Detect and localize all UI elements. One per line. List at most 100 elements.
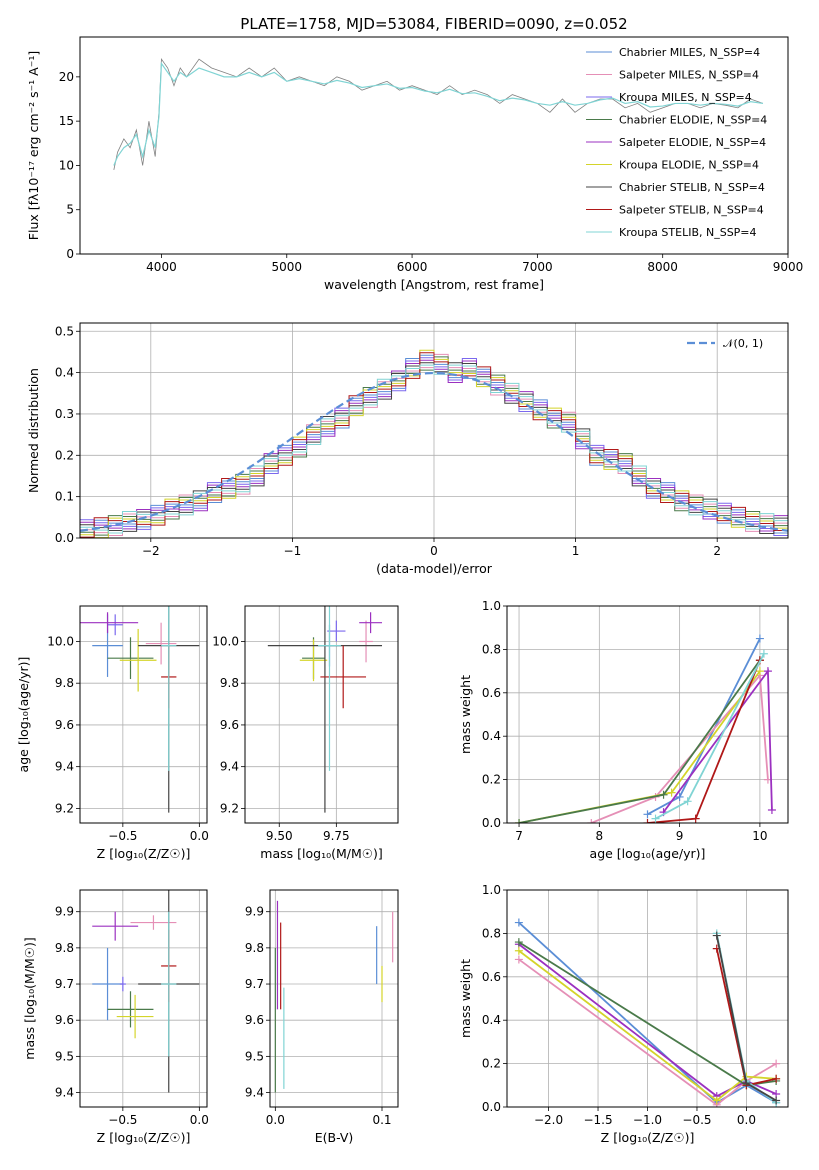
legend-entry: Chabrier MILES, N_SSP=4 [619, 46, 760, 59]
plot-area-weight_vs_age [515, 634, 776, 823]
y-tick-label: 9.2 [55, 801, 74, 815]
y-tick-label: 0 [66, 247, 74, 261]
axes-frame [79, 322, 789, 539]
y-tick-label: 9.8 [55, 941, 74, 955]
errorbar-point [318, 606, 341, 771]
legend-entry: Salpeter STELIB, N_SSP=4 [619, 204, 764, 217]
errorbar-point [359, 620, 373, 663]
y-tick-label: 9.4 [220, 760, 239, 774]
x-tick-label: 9 [676, 829, 684, 843]
x-tick-label: −1 [284, 544, 302, 558]
weight-marker [643, 819, 652, 823]
weight-marker [514, 955, 523, 964]
weight-marker [759, 649, 768, 658]
x-tick-label: 7000 [522, 260, 553, 274]
x-tick-label: 8 [596, 829, 604, 843]
y-tick-label: 9.6 [220, 718, 239, 732]
weight-marker [514, 918, 523, 927]
plot-area-mass_vs_Z [92, 890, 200, 1093]
weight-series-line [518, 950, 777, 1102]
x-tick-label: −1.5 [583, 1113, 612, 1127]
x-axis-label: age [log₁₀(age/yr)] [590, 846, 706, 861]
y-tick-label: 20 [59, 70, 74, 84]
y-tick-label: 9.7 [55, 977, 74, 991]
weight-marker [691, 814, 700, 823]
y-tick-label: 9.8 [220, 676, 239, 690]
x-tick-label: 2 [713, 544, 721, 558]
errorbar-point [92, 911, 139, 941]
axes-frame [79, 605, 208, 824]
plot-area-spectrum [113, 57, 764, 170]
y-tick-label: 0.0 [55, 531, 74, 545]
y-tick-label: 9.4 [245, 1086, 264, 1100]
x-tick-label: 0.0 [737, 1113, 756, 1127]
y-tick-label: 15 [59, 114, 74, 128]
residual-histogram [80, 352, 788, 538]
errorbar-point [92, 947, 123, 1021]
y-tick-label: 9.9 [245, 905, 264, 919]
weight-marker [712, 1096, 721, 1105]
x-tick-label: −2 [142, 544, 160, 558]
plot-area-residuals [80, 349, 788, 538]
legend-entry: Chabrier ELODIE, N_SSP=4 [619, 114, 767, 127]
y-axis-label: Flux [fλ10⁻¹⁷ erg cm⁻² s⁻¹ A⁻¹] [26, 51, 41, 240]
x-axis-label: Z [log₁₀(Z/Z☉)] [97, 846, 191, 861]
y-tick-label: 9.5 [245, 1049, 264, 1063]
weight-marker [763, 667, 772, 676]
panel-weight_vs_Z: −2.0 −1.5 −1.0 −0.5 0.0 0.0 0.2 0.4 0.6 0.8 1.0 Z [… [458, 883, 789, 1145]
plot-area-weight_vs_Z [514, 918, 781, 1107]
errorbar-point [80, 612, 139, 634]
y-tick-label: 5 [66, 203, 74, 217]
errorbar-point [107, 637, 154, 680]
y-axis-label: age [log₁₀(age/yr)] [16, 657, 31, 773]
plot-area-mass_vs_ebv [274, 900, 394, 1093]
y-tick-label: 9.8 [245, 941, 264, 955]
y-tick-label: 9.6 [55, 1013, 74, 1027]
x-axis-label: mass [log₁₀(M/M☉)] [260, 846, 382, 861]
weight-marker [767, 805, 776, 814]
x-tick-label: 5000 [271, 260, 302, 274]
y-tick-label: 1.0 [482, 599, 501, 613]
plot-area-age_vs_Z [80, 606, 200, 813]
x-tick-label: 0.1 [372, 1113, 391, 1127]
y-tick-label: 0.5 [55, 324, 74, 338]
y-tick-label: 0.4 [482, 1013, 501, 1027]
errorbar-point [299, 639, 328, 682]
panel-mass_vs_ebv: 0.0 0.1 9.4 9.5 9.6 9.7 9.8 9.9 E(B-V) [245, 889, 399, 1145]
legend-entry: Kroupa ELODIE, N_SSP=4 [619, 159, 759, 172]
y-tick-label: 1.0 [482, 883, 501, 897]
x-axis-label: E(B-V) [315, 1130, 354, 1145]
axes-frame [79, 889, 208, 1108]
weight-marker [772, 1096, 781, 1105]
weight-marker [675, 792, 684, 801]
x-tick-label: −0.5 [108, 1113, 137, 1127]
x-tick-label: 1 [572, 544, 580, 558]
x-tick-label: 0.0 [190, 1113, 209, 1127]
y-tick-label: 10.0 [212, 634, 239, 648]
x-axis-label: Z [log₁₀(Z/Z☉)] [97, 1130, 191, 1145]
legend-entry: Salpeter ELODIE, N_SSP=4 [619, 136, 766, 149]
x-tick-label: 9.75 [323, 829, 350, 843]
y-tick-label: 0.3 [55, 407, 74, 421]
weight-marker [587, 819, 596, 823]
x-tick-label: 8000 [647, 260, 678, 274]
legend-entry: Salpeter MILES, N_SSP=4 [619, 69, 759, 82]
panel-mass_vs_Z: −0.5 0.0 9.4 9.5 9.6 9.7 9.8 9.9 Z [log₁₀(Z/Z☉)]… [22, 889, 209, 1145]
x-axis-label: wavelength [Angstrom, rest frame] [324, 277, 544, 292]
y-tick-label: 9.4 [55, 1086, 74, 1100]
y-tick-label: 0.0 [482, 816, 501, 830]
y-axis-label: mass weight [458, 959, 473, 1038]
y-tick-label: 10 [59, 158, 74, 172]
errorbar-point [327, 620, 346, 642]
weight-marker [712, 931, 721, 940]
x-tick-label: −2.0 [534, 1113, 563, 1127]
errorbar-point [107, 991, 154, 1028]
weight-marker [742, 1079, 751, 1088]
y-tick-label: 10.0 [47, 634, 74, 648]
x-axis-label: (data-model)/error [376, 561, 493, 576]
errorbar-point [320, 645, 367, 709]
x-tick-label: −0.5 [682, 1113, 711, 1127]
errorbar-point [107, 614, 123, 636]
y-tick-label: 0.8 [482, 642, 501, 656]
